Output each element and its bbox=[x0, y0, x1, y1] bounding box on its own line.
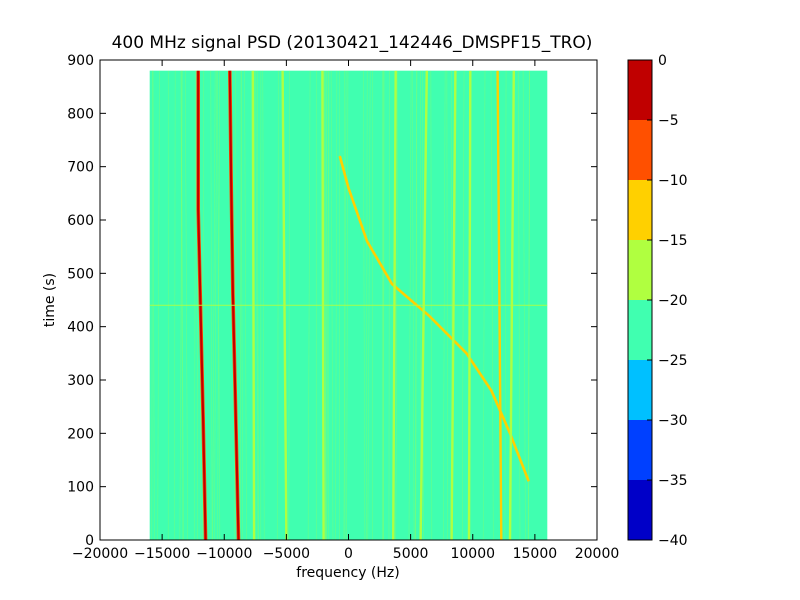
y-axis-label: time (s) bbox=[42, 273, 58, 327]
colorbar-segment bbox=[628, 360, 652, 420]
x-tick-label: −15000 bbox=[134, 546, 190, 562]
feature-satellite-doppler-trace bbox=[338, 155, 530, 482]
colorbar: −40 −35 −30 −25 −20 −15 −10 −5 0 bbox=[627, 53, 688, 549]
x-tick-label: 5000 bbox=[393, 546, 429, 562]
y-tick-label: 800 bbox=[67, 106, 94, 122]
colorbar-segment bbox=[628, 60, 652, 120]
y-tick-label: 900 bbox=[67, 53, 94, 69]
x-tick-label: 20000 bbox=[575, 546, 620, 562]
x-tick-label: −10000 bbox=[196, 546, 252, 562]
colorbar-tick-label: −5 bbox=[658, 113, 679, 129]
colorbar-segment bbox=[628, 420, 652, 480]
colorbar-tick-label: 0 bbox=[658, 53, 667, 69]
x-tick-label: −5000 bbox=[263, 546, 310, 562]
colorbar-tick-label: −25 bbox=[658, 353, 688, 369]
y-tick-label: 500 bbox=[67, 266, 94, 282]
y-tick-label: 300 bbox=[67, 373, 94, 389]
colorbar-tick-label: −15 bbox=[658, 233, 688, 249]
colorbar-tick-label: −35 bbox=[658, 473, 688, 489]
colorbar-tick-label: −40 bbox=[658, 533, 688, 549]
colorbar-segment bbox=[628, 480, 652, 540]
x-tick-label: 10000 bbox=[450, 546, 495, 562]
feature-carrier-line-A bbox=[197, 70, 207, 541]
x-tick-label: 0 bbox=[344, 546, 353, 562]
y-tick-label: 400 bbox=[67, 320, 94, 336]
colorbar-segment bbox=[628, 240, 652, 300]
y-tick-label: 600 bbox=[67, 213, 94, 229]
colorbar-tick-label: −30 bbox=[658, 413, 688, 429]
x-axis: −20000 −15000 −10000 −5000 0 5000 10000 15000 20… bbox=[72, 60, 619, 562]
features-layer bbox=[137, 70, 548, 541]
colorbar-tick-label: −20 bbox=[658, 293, 688, 309]
y-axis: 0 100 200 300 400 500 600 700 800 900 bbox=[67, 53, 597, 549]
colorbar-segment bbox=[628, 300, 652, 360]
y-tick-label: 0 bbox=[85, 533, 94, 549]
x-tick-label: −20000 bbox=[72, 546, 128, 562]
feature-line-C bbox=[137, 71, 143, 540]
colorbar-segment bbox=[628, 120, 652, 180]
feature-carrier-line-B bbox=[228, 70, 240, 541]
colorbar-tick-label: −10 bbox=[658, 173, 688, 189]
y-tick-label: 200 bbox=[67, 426, 94, 442]
chart-title: 400 MHz signal PSD (20130421_142446_DMSP… bbox=[112, 33, 593, 53]
colorbar-segment bbox=[628, 180, 652, 240]
x-axis-label: frequency (Hz) bbox=[296, 565, 399, 581]
x-tick-label: 15000 bbox=[513, 546, 558, 562]
y-tick-label: 700 bbox=[67, 160, 94, 176]
y-tick-label: 100 bbox=[67, 480, 94, 496]
